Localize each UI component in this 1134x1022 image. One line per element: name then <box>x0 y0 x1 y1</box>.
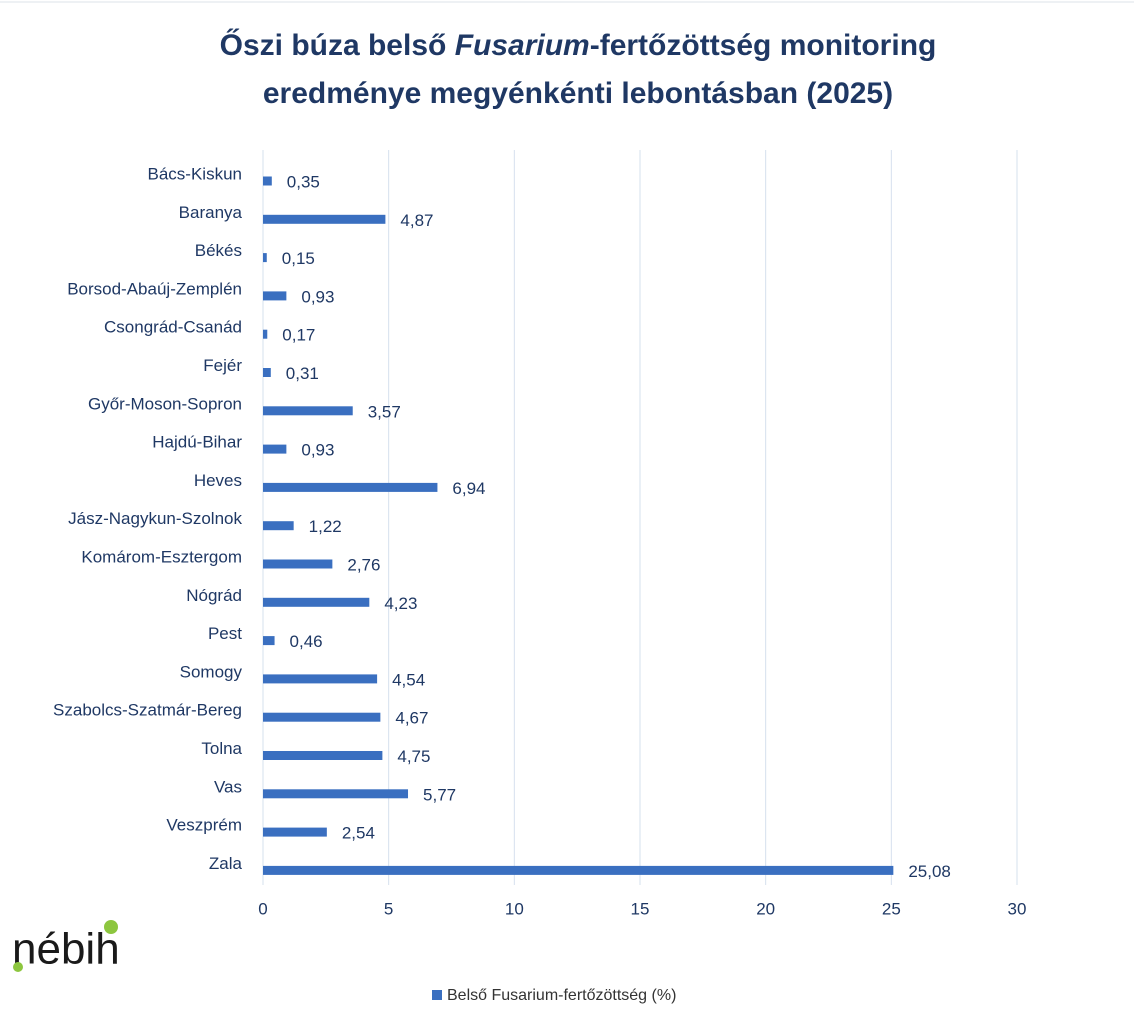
y-tick-label: Pest <box>208 624 242 643</box>
legend-label: Belső Fusarium-fertőzöttség (%) <box>447 987 676 1004</box>
value-label: 4,54 <box>392 670 425 689</box>
y-tick-label: Borsod-Abaúj-Zemplén <box>67 279 242 298</box>
value-label: 0,15 <box>282 249 315 268</box>
bar <box>263 865 894 875</box>
logo-dot <box>104 920 118 934</box>
y-tick-label: Somogy <box>180 662 243 681</box>
value-label: 6,94 <box>452 479 485 498</box>
title-part: Fusarium <box>455 29 590 62</box>
value-label: 0,93 <box>301 287 334 306</box>
title-part: Őszi búza belső <box>220 28 455 62</box>
y-tick-label: Veszprém <box>166 816 242 835</box>
logo: nébih <box>12 920 120 974</box>
value-label: 0,17 <box>282 326 315 345</box>
y-tick-label: Nógrád <box>186 586 242 605</box>
value-label: 4,87 <box>400 211 433 230</box>
value-label: 0,46 <box>290 632 323 651</box>
logo-text: nébih <box>12 925 120 974</box>
bar <box>263 521 294 531</box>
bar <box>263 214 386 224</box>
bar <box>263 368 271 377</box>
bar <box>263 751 383 760</box>
bar <box>263 444 287 454</box>
bar <box>263 329 268 339</box>
value-label: 2,76 <box>347 555 380 574</box>
x-tick-label: 15 <box>631 899 650 918</box>
value-label: 4,23 <box>384 594 417 613</box>
value-label: 4,75 <box>397 747 430 766</box>
bar <box>263 291 287 301</box>
bar <box>263 636 275 646</box>
y-tick-label: Békés <box>195 241 242 260</box>
y-tick-label: Szabolcs-Szatmár-Bereg <box>53 701 242 720</box>
value-label: 0,93 <box>301 441 334 460</box>
bar <box>263 176 272 186</box>
y-tick-label: Jász-Nagykun-Szolnok <box>68 509 242 528</box>
bar <box>263 597 370 607</box>
value-label: 1,22 <box>309 517 342 536</box>
bar <box>263 789 409 799</box>
chart-title: Őszi búza belső Fusarium-fertőzöttség mo… <box>220 28 937 62</box>
y-tick-label: Hajdú-Bihar <box>152 433 242 452</box>
chart-title: eredménye megyénkénti lebontásban (2025) <box>263 77 893 110</box>
bar <box>263 406 353 416</box>
y-tick-label: Csongrád-Csanád <box>104 318 242 337</box>
y-tick-label: Baranya <box>179 203 243 222</box>
x-tick-label: 30 <box>1008 899 1027 918</box>
title-part: -fertőzöttség monitoring <box>590 29 937 62</box>
logo-dot <box>13 962 23 972</box>
y-tick-label: Bács-Kiskun <box>148 164 242 183</box>
bar <box>263 253 267 263</box>
value-label: 3,57 <box>368 402 401 421</box>
bar <box>263 827 327 837</box>
y-tick-label: Komárom-Esztergom <box>81 547 242 566</box>
value-label: 0,31 <box>286 364 319 383</box>
value-label: 25,08 <box>908 862 951 881</box>
value-label: 2,54 <box>342 824 375 843</box>
y-tick-label: Győr-Moson-Sopron <box>88 394 242 413</box>
x-tick-label: 0 <box>258 899 267 918</box>
y-tick-label: Heves <box>194 471 242 490</box>
bar <box>263 559 333 569</box>
y-tick-label: Fejér <box>203 356 242 375</box>
x-tick-label: 5 <box>384 899 393 918</box>
value-label: 0,35 <box>287 172 320 191</box>
x-tick-label: 20 <box>756 899 775 918</box>
y-tick-label: Zala <box>209 854 243 873</box>
value-label: 5,77 <box>423 785 456 804</box>
x-tick-label: 10 <box>505 899 524 918</box>
bar <box>263 712 381 722</box>
value-label: 4,67 <box>395 709 428 728</box>
bar <box>263 482 438 492</box>
x-tick-label: 25 <box>882 899 901 918</box>
bar <box>263 674 378 684</box>
y-tick-label: Vas <box>214 777 242 796</box>
legend-swatch <box>432 990 442 1000</box>
y-tick-label: Tolna <box>201 739 242 758</box>
title-part: eredménye megyénkénti lebontásban (2025) <box>263 77 893 110</box>
